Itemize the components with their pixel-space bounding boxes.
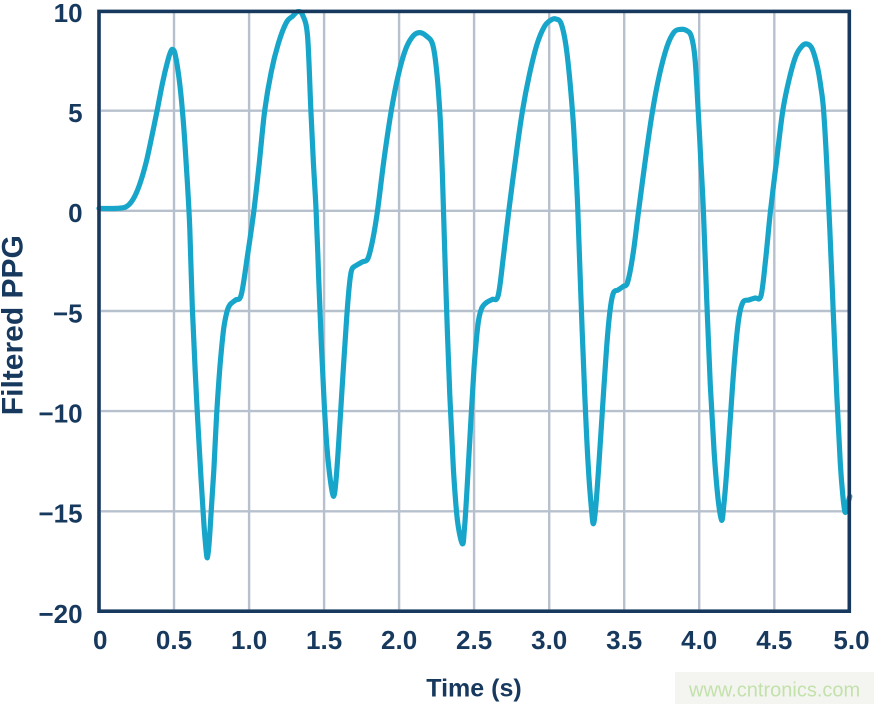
svg-text:−5: −5 (53, 298, 83, 328)
svg-text:Time (s): Time (s) (426, 675, 521, 703)
svg-text:1.0: 1.0 (231, 625, 267, 655)
svg-text:4.0: 4.0 (681, 625, 717, 655)
svg-text:−10: −10 (38, 398, 82, 428)
svg-text:Filtered PPG: Filtered PPG (0, 235, 29, 415)
svg-text:0.5: 0.5 (156, 625, 192, 655)
svg-text:10: 10 (54, 0, 83, 28)
svg-text:−15: −15 (38, 499, 82, 529)
svg-text:3.5: 3.5 (606, 625, 642, 655)
svg-text:3.0: 3.0 (531, 625, 567, 655)
svg-text:−20: −20 (38, 599, 82, 629)
svg-text:5: 5 (68, 98, 82, 128)
svg-text:1.5: 1.5 (306, 625, 342, 655)
svg-text:0: 0 (93, 625, 107, 655)
svg-text:2.5: 2.5 (456, 625, 492, 655)
svg-text:5.0: 5.0 (833, 625, 869, 655)
svg-text:0: 0 (68, 198, 82, 228)
svg-text:4.5: 4.5 (756, 625, 792, 655)
svg-text:www.cntronics.com: www.cntronics.com (688, 680, 860, 702)
svg-text:2.0: 2.0 (381, 625, 417, 655)
